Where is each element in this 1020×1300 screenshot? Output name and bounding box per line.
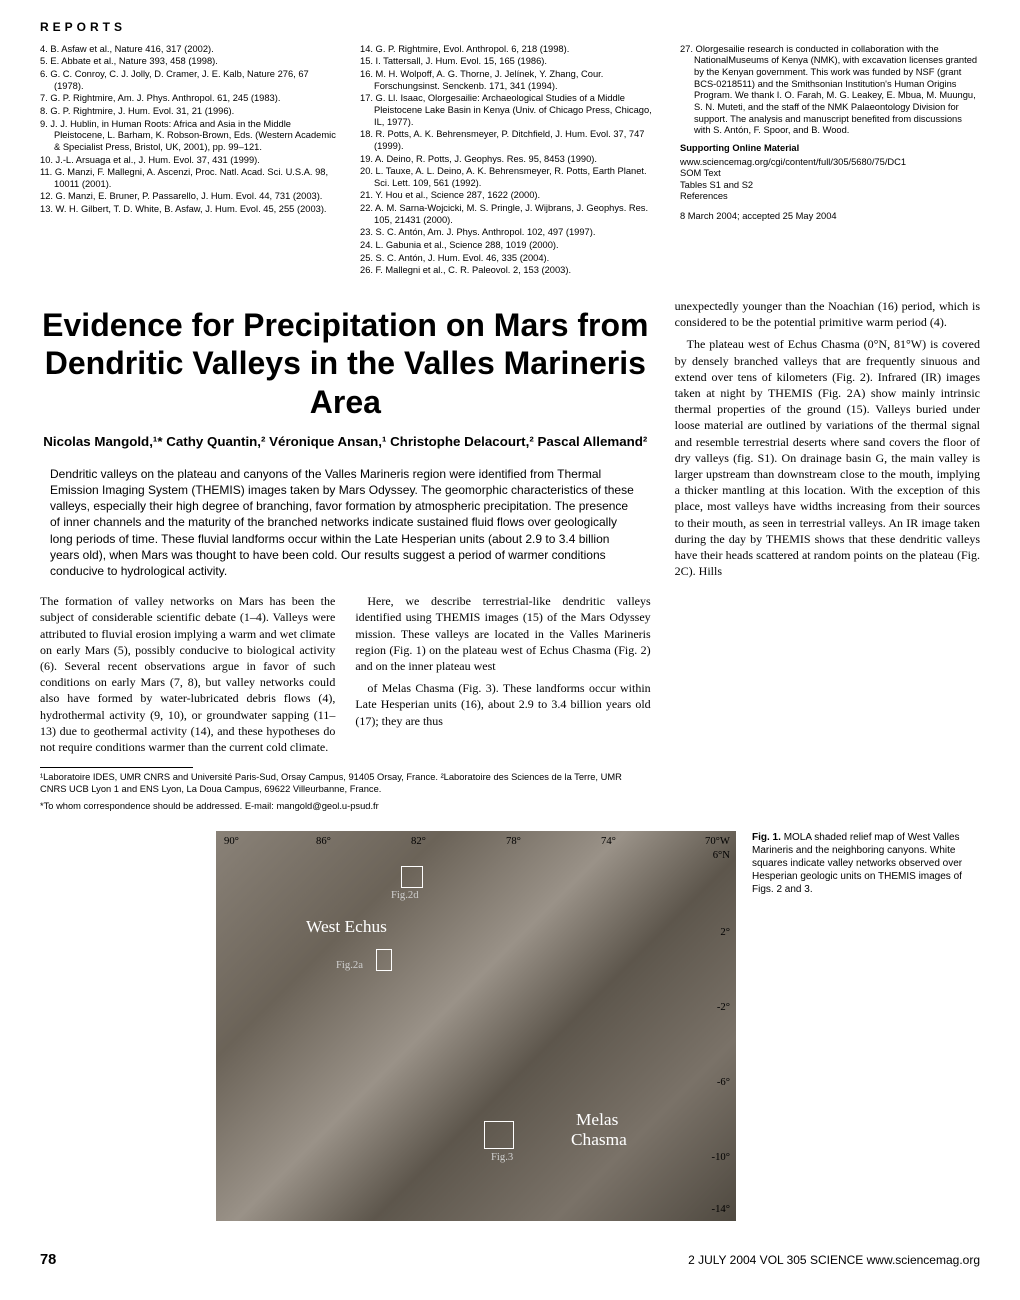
ytick-2: 2° <box>720 926 730 940</box>
map-figref-2a: Fig.2a <box>336 959 363 973</box>
xtick-74: 74° <box>601 835 616 849</box>
figure-1-caption: Fig. 1. MOLA shaded relief map of West V… <box>752 831 980 1221</box>
map-box-fig3 <box>484 1121 514 1149</box>
affil-line-1: ¹Laboratoire IDES, UMR CNRS and Universi… <box>40 772 651 795</box>
fig1-caption-text: Fig. 1. MOLA shaded relief map of West V… <box>752 832 962 895</box>
xtick-90: 90° <box>224 835 239 849</box>
ref-item: 15. I. Tattersall, J. Hum. Evol. 15, 165… <box>360 56 660 68</box>
received-date: 8 March 2004; accepted 25 May 2004 <box>680 211 980 223</box>
ref-item: 10. J.-L. Arsuaga et al., J. Hum. Evol. … <box>40 155 340 167</box>
ref-item: 8. G. P. Rightmire, J. Hum. Evol. 31, 21… <box>40 106 340 118</box>
ref-item: 12. G. Manzi, E. Bruner, P. Passarello, … <box>40 191 340 203</box>
ref-item: 24. L. Gabunia et al., Science 288, 1019… <box>360 240 660 252</box>
ref-item: 17. G. Ll. Isaac, Olorgesailie: Archaeol… <box>360 93 660 128</box>
ref-item: 21. Y. Hou et al., Science 287, 1622 (20… <box>360 190 660 202</box>
affil-line-2: *To whom correspondence should be addres… <box>40 801 651 813</box>
side-paragraph: The plateau west of Echus Chasma (0°N, 8… <box>675 336 980 579</box>
ytick-m10: -10° <box>712 1151 730 1165</box>
body-paragraph: The formation of valley networks on Mars… <box>40 593 335 755</box>
xtick-82: 82° <box>411 835 426 849</box>
ref-item: 22. A. M. Sarna-Wojcicki, M. S. Pringle,… <box>360 203 660 226</box>
ytick-m2: -2° <box>717 1001 730 1015</box>
article-main-column: Evidence for Precipitation on Mars from … <box>40 298 651 813</box>
ytick-m14: -14° <box>712 1203 730 1217</box>
refs-col-3: 27. Olorgesailie research is conducted i… <box>680 44 980 278</box>
ref-item: 4. B. Asfaw et al., Nature 416, 317 (200… <box>40 44 340 56</box>
article-layout: Evidence for Precipitation on Mars from … <box>40 298 980 813</box>
ref-item: 18. R. Potts, A. K. Behrensmeyer, P. Dit… <box>360 129 660 152</box>
som-line: References <box>680 191 980 203</box>
ref-item: 16. M. H. Wolpoff, A. G. Thorne, J. Jelí… <box>360 69 660 92</box>
affiliations: ¹Laboratoire IDES, UMR CNRS and Universi… <box>40 772 651 813</box>
xtick-70w: 70°W <box>705 835 730 849</box>
article-side-column: unexpectedly younger than the Noachian (… <box>675 298 980 813</box>
som-line: SOM Text <box>680 168 980 180</box>
ref-item: 6. G. C. Conroy, C. J. Jolly, D. Cramer,… <box>40 69 340 92</box>
som-line: www.sciencemag.org/cgi/content/full/305/… <box>680 157 980 169</box>
ref-item: 23. S. C. Antón, Am. J. Phys. Anthropol.… <box>360 227 660 239</box>
ref-item: 9. J. J. Hublin, in Human Roots: Africa … <box>40 119 340 154</box>
abstract: Dendritic valleys on the plateau and can… <box>40 466 651 579</box>
map-figref-3: Fig.3 <box>491 1151 513 1165</box>
ref-item: 5. E. Abbate et al., Nature 393, 458 (19… <box>40 56 340 68</box>
ref-item: 25. S. C. Antón, J. Hum. Evol. 46, 335 (… <box>360 253 660 265</box>
page-number: 78 <box>40 1251 56 1270</box>
figure-1-row: 90° 86° 82° 78° 74° 70°W 6°N 2° -2° -6° … <box>40 831 980 1221</box>
ref-item: 14. G. P. Rightmire, Evol. Anthropol. 6,… <box>360 44 660 56</box>
refs-col-2: 14. G. P. Rightmire, Evol. Anthropol. 6,… <box>360 44 660 278</box>
section-label: REPORTS <box>40 20 980 36</box>
ref-item: 19. A. Deino, R. Potts, J. Geophys. Res.… <box>360 154 660 166</box>
som-line: Tables S1 and S2 <box>680 180 980 192</box>
ytick-m6: -6° <box>717 1076 730 1090</box>
map-label-west-echus: West Echus <box>306 916 387 939</box>
ref-item: 20. L. Tauxe, A. L. Deino, A. K. Behrens… <box>360 166 660 189</box>
som-heading: Supporting Online Material <box>680 143 980 155</box>
ref-item: 11. G. Manzi, F. Mallegni, A. Ascenzi, P… <box>40 167 340 190</box>
footer-citation: 2 JULY 2004 VOL 305 SCIENCE www.sciencem… <box>688 1253 980 1269</box>
body-text: The formation of valley networks on Mars… <box>40 593 651 755</box>
affiliation-rule <box>40 767 193 768</box>
xtick-86: 86° <box>316 835 331 849</box>
map-box-fig2a <box>376 949 392 971</box>
acknowledgment: 27. Olorgesailie research is conducted i… <box>680 44 980 137</box>
xtick-78: 78° <box>506 835 521 849</box>
map-figref-2d: Fig.2d <box>391 889 419 903</box>
body-paragraph: Here, we describe terrestrial-like dendr… <box>355 593 650 674</box>
figure-1-map: 90° 86° 82° 78° 74° 70°W 6°N 2° -2° -6° … <box>216 831 736 1221</box>
authors: Nicolas Mangold,¹* Cathy Quantin,² Véron… <box>40 433 651 452</box>
ref-item: 13. W. H. Gilbert, T. D. White, B. Asfaw… <box>40 204 340 216</box>
map-box-fig2d <box>401 866 423 888</box>
fig1-caption-body: MOLA shaded relief map of West Valles Ma… <box>752 832 962 895</box>
article-title: Evidence for Precipitation on Mars from … <box>40 306 651 421</box>
body-paragraph: of Melas Chasma (Fig. 3). These landform… <box>355 680 650 729</box>
ytick-6n: 6°N <box>713 849 730 863</box>
ref-item: 7. G. P. Rightmire, Am. J. Phys. Anthrop… <box>40 93 340 105</box>
map-label-chasma: Chasma <box>571 1129 627 1152</box>
references-block: 4. B. Asfaw et al., Nature 416, 317 (200… <box>40 44 980 278</box>
refs-col-1: 4. B. Asfaw et al., Nature 416, 317 (200… <box>40 44 340 278</box>
page-footer: 78 2 JULY 2004 VOL 305 SCIENCE www.scien… <box>40 1251 980 1270</box>
side-paragraph: unexpectedly younger than the Noachian (… <box>675 298 980 330</box>
ref-item: 26. F. Mallegni et al., C. R. Paleovol. … <box>360 265 660 277</box>
